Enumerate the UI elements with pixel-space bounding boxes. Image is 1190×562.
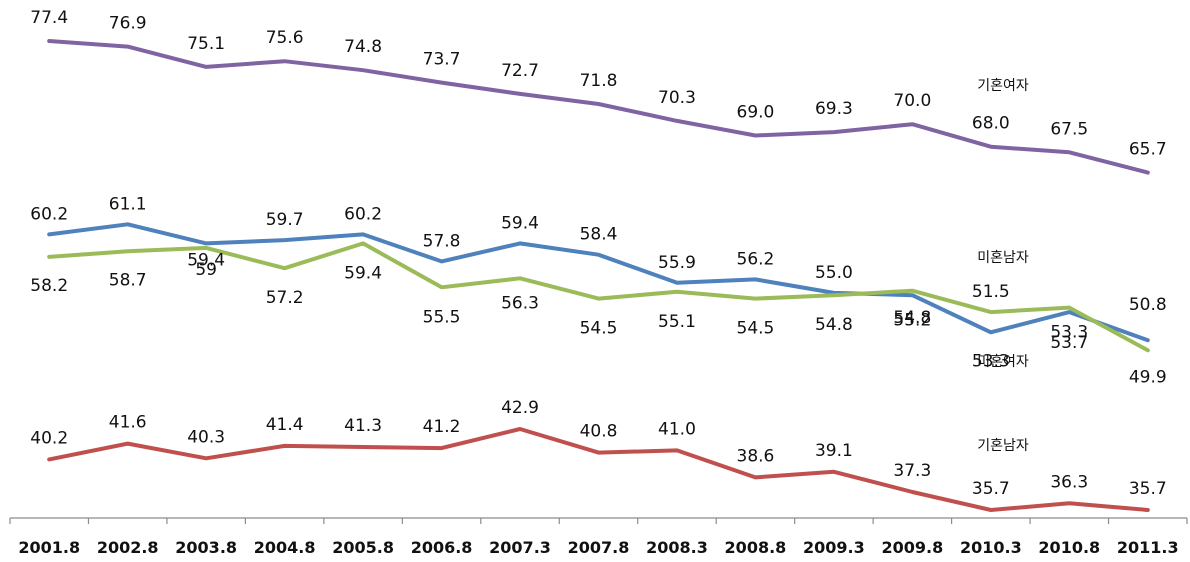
data-label: 70.3 xyxy=(658,88,696,108)
data-label: 39.1 xyxy=(815,441,853,461)
x-tick-label: 2010.3 xyxy=(960,538,1022,557)
data-label: 65.7 xyxy=(1129,140,1167,160)
data-label: 35.7 xyxy=(1129,479,1167,499)
data-label: 59.4 xyxy=(187,250,225,270)
x-tick-label: 2007.8 xyxy=(568,538,630,557)
data-label: 35.7 xyxy=(972,479,1010,499)
data-label: 75.6 xyxy=(266,28,304,48)
x-tick-label: 2009.8 xyxy=(881,538,943,557)
x-tick-label: 2003.8 xyxy=(175,538,237,557)
series-name-label: 기혼여자 xyxy=(977,78,1029,94)
series-name-label: 미혼남자 xyxy=(977,250,1029,266)
data-label: 57.8 xyxy=(423,231,461,251)
data-label: 38.6 xyxy=(737,446,775,466)
data-label: 41.4 xyxy=(266,415,304,435)
data-label: 59.4 xyxy=(501,213,539,233)
data-label: 41.6 xyxy=(109,413,147,433)
data-label: 41.2 xyxy=(423,417,461,437)
data-label: 40.8 xyxy=(580,422,618,442)
data-label: 42.9 xyxy=(501,398,539,418)
data-label: 69.3 xyxy=(815,99,853,119)
series-name-label: 미혼여자 xyxy=(977,354,1029,370)
x-tick-label: 2008.8 xyxy=(725,538,787,557)
series-line-1 xyxy=(47,39,1150,175)
data-label: 61.1 xyxy=(109,194,147,214)
data-label: 57.2 xyxy=(266,288,304,308)
x-tick-label: 2002.8 xyxy=(97,538,159,557)
data-label: 71.8 xyxy=(580,71,618,91)
data-label: 77.4 xyxy=(30,8,68,28)
x-tick-label: 2007.3 xyxy=(489,538,551,557)
data-label: 60.2 xyxy=(344,204,382,224)
x-tick-label: 2009.3 xyxy=(803,538,865,557)
data-label: 55.5 xyxy=(423,307,461,327)
data-label: 50.8 xyxy=(1129,295,1167,315)
data-label: 55.9 xyxy=(658,253,696,273)
data-label: 54.5 xyxy=(737,319,775,339)
series-line-2 xyxy=(47,222,1150,343)
data-label: 60.2 xyxy=(30,204,68,224)
data-label: 55.0 xyxy=(815,263,853,283)
data-label: 67.5 xyxy=(1050,119,1088,139)
data-label: 58.2 xyxy=(30,276,68,296)
series-name-label: 기혼남자 xyxy=(977,438,1029,454)
data-label: 73.7 xyxy=(423,50,461,70)
data-label: 56.2 xyxy=(737,249,775,269)
data-label: 59.7 xyxy=(266,210,304,230)
data-label: 53.3 xyxy=(972,351,1010,371)
series-line-4 xyxy=(47,427,1150,512)
data-label: 49.9 xyxy=(1129,367,1167,387)
data-label: 53.3 xyxy=(1050,323,1088,343)
data-label: 70.0 xyxy=(893,91,931,111)
x-tick-label: 2008.3 xyxy=(646,538,708,557)
x-tick-label: 2001.8 xyxy=(18,538,80,557)
x-tick-label: 2005.8 xyxy=(332,538,394,557)
x-tick-label: 2011.3 xyxy=(1117,538,1179,557)
data-label: 54.5 xyxy=(580,319,618,339)
data-label: 75.1 xyxy=(187,34,225,54)
data-label: 36.3 xyxy=(1050,472,1088,492)
data-label: 76.9 xyxy=(109,14,147,34)
data-label: 58.4 xyxy=(580,225,618,245)
data-label: 58.7 xyxy=(109,270,147,290)
data-label: 41.3 xyxy=(344,416,382,436)
data-label: 53.7 xyxy=(1050,333,1088,353)
series-line-3 xyxy=(47,241,1150,353)
data-label: 59.4 xyxy=(344,263,382,283)
data-label: 59 xyxy=(195,260,217,280)
x-tick-label: 2004.8 xyxy=(254,538,316,557)
data-label: 72.7 xyxy=(501,61,539,81)
data-label: 54.8 xyxy=(815,315,853,335)
data-labels: 77.4 76.9 75.1 75.6 74.8 73.7 72.7 71.8 70.3 69.0… xyxy=(30,8,1166,499)
data-label: 41.0 xyxy=(658,419,696,439)
data-label: 55.1 xyxy=(658,312,696,332)
series-lines xyxy=(47,39,1150,512)
data-label: 40.3 xyxy=(187,427,225,447)
data-label: 68.0 xyxy=(972,114,1010,134)
data-label: 54.8 xyxy=(893,308,931,328)
data-label: 56.3 xyxy=(501,293,539,313)
x-tick-label: 2010.8 xyxy=(1038,538,1100,557)
data-label: 69.0 xyxy=(737,102,775,122)
x-axis: 2001.8 2002.8 2003.8 2004.8 2005.8 2006.8 2007… xyxy=(9,517,1188,557)
data-label: 40.2 xyxy=(30,428,68,448)
x-tick-label: 2006.8 xyxy=(411,538,473,557)
data-label: 74.8 xyxy=(344,37,382,57)
data-label: 55.2 xyxy=(893,311,931,331)
data-label: 51.5 xyxy=(972,282,1010,302)
data-label: 37.3 xyxy=(893,461,931,481)
